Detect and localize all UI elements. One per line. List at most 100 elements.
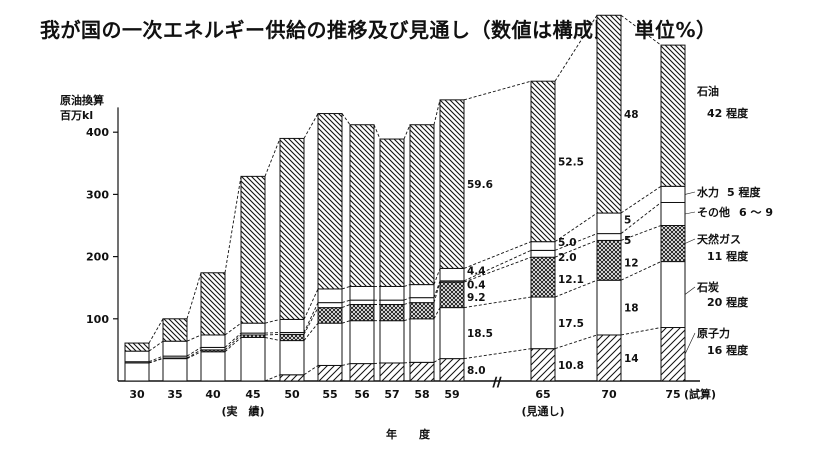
bar-segment-gas-70	[596, 239, 622, 281]
bar-segment-nuclear-58	[409, 361, 435, 382]
bar-segment-gas-65	[530, 256, 556, 298]
connector-line	[403, 297, 411, 301]
connector-line	[620, 225, 662, 241]
bar-segment-gas-55	[317, 307, 343, 324]
connector-line	[463, 296, 532, 309]
connector-line	[148, 318, 164, 344]
connector-line	[463, 80, 532, 101]
bar-segment-coal-75	[660, 261, 686, 329]
bar-segment-oil-58	[409, 124, 435, 286]
y-tick-label: 400	[86, 126, 109, 139]
connector-line	[433, 358, 441, 363]
x-tick-label: 50	[284, 388, 300, 401]
y-tick-label: 200	[86, 251, 109, 264]
connector-line	[303, 113, 319, 139]
bar-segment-gas-56	[349, 303, 375, 322]
data-label-nuclear-70: 14	[624, 353, 639, 365]
connector-line	[341, 363, 351, 366]
x-tick-label: 65	[535, 388, 550, 401]
x-tick-label: 35	[167, 388, 182, 401]
connector-line	[433, 268, 441, 285]
legend-leader	[684, 332, 696, 355]
y-axis-label: 百万kl	[60, 109, 93, 122]
bar-segment-coal-40	[200, 351, 226, 382]
bar-segment-nuclear-75	[660, 327, 686, 382]
data-label-gas-59: 9.2	[467, 292, 486, 304]
connector-line	[463, 348, 532, 360]
bar-segment-gas-59	[439, 281, 465, 309]
data-label-oil-59: 59.6	[467, 179, 493, 191]
connector-line	[224, 334, 242, 351]
y-tick-label: 100	[86, 313, 109, 326]
bar-segment-coal-65	[530, 296, 556, 350]
y-tick-label: 300	[86, 188, 109, 201]
connector-line	[303, 307, 319, 335]
data-label-other-65: 2.0	[558, 252, 577, 264]
legend-leader	[684, 286, 696, 295]
connector-line	[373, 124, 381, 140]
legend-name-nuclear: 原子力	[697, 326, 730, 340]
bar-segment-hydro-75	[660, 185, 686, 203]
connector-line	[303, 365, 319, 376]
x-axis-label: 年 度	[386, 427, 431, 441]
bar-segment-nuclear-70	[596, 334, 622, 382]
bar-segment-hydro-35	[162, 340, 188, 357]
bar-segment-gas-50	[279, 333, 305, 342]
connector-line	[620, 327, 662, 336]
bar-segment-hydro-45	[240, 322, 266, 334]
data-label-oil-70: 48	[624, 109, 639, 121]
connector-line	[224, 332, 242, 348]
connector-line	[403, 318, 411, 322]
connector-line	[554, 240, 598, 258]
legend-name-oil: 石油	[696, 84, 719, 98]
bar-segment-other-56	[349, 299, 375, 305]
bar-segment-hydro-56	[349, 285, 375, 301]
connector-line	[148, 340, 164, 352]
bar-segment-nuclear-56	[349, 363, 375, 382]
connector-line	[341, 299, 351, 304]
legend-name-hydro: 水力	[697, 185, 719, 199]
connector-line	[186, 349, 202, 359]
x-tick-label: 57	[384, 388, 399, 401]
data-label-nuclear-59: 8.0	[467, 365, 486, 377]
bar-segment-oil-40	[200, 272, 226, 336]
axis-break: //	[493, 375, 502, 389]
bar-segment-gas-58	[409, 302, 435, 320]
connector-line	[341, 320, 351, 324]
bar-segment-nuclear-57	[379, 362, 405, 382]
connector-line	[433, 99, 441, 125]
x-tick-label: 40	[205, 388, 221, 401]
data-label-hydro-70: 5	[624, 214, 631, 226]
connector-line	[620, 202, 662, 234]
connector-line	[554, 279, 598, 298]
bar-segment-nuclear-55	[317, 364, 343, 382]
legend-note-gas: 11 程度	[707, 249, 749, 263]
connector-line	[264, 332, 281, 334]
connector-line	[403, 361, 411, 364]
legend-note-oil: 42 程度	[707, 106, 749, 120]
x-tick-label: 56	[354, 388, 370, 401]
legend-leader	[684, 238, 696, 244]
legend-note-nuclear: 16 程度	[707, 343, 749, 357]
bar-segment-gas-57	[379, 303, 405, 322]
connector-line	[186, 347, 202, 357]
connector-line	[554, 212, 598, 243]
bar-segment-oil-57	[379, 138, 405, 287]
x-tick-label: 75	[665, 388, 680, 401]
bar-segment-oil-59	[439, 99, 465, 269]
bar-segment-hydro-58	[409, 284, 435, 299]
bar-segment-oil-35	[162, 318, 188, 342]
bar-segment-oil-55	[317, 113, 343, 290]
bar-segment-other-70	[596, 233, 622, 241]
connector-line	[433, 281, 441, 303]
data-label-nuclear-65: 10.8	[558, 360, 584, 372]
bar-segment-oil-70	[596, 14, 622, 214]
data-label-other-59: 0.4	[467, 279, 486, 291]
bar-segment-hydro-55	[317, 288, 343, 304]
bar-segment-oil-30	[124, 342, 150, 352]
data-label-coal-59: 18.5	[467, 328, 493, 340]
bar-segment-oil-65	[530, 80, 556, 243]
x-tick-label: 58	[414, 388, 429, 401]
connector-line	[463, 241, 532, 269]
connector-line	[403, 124, 411, 140]
